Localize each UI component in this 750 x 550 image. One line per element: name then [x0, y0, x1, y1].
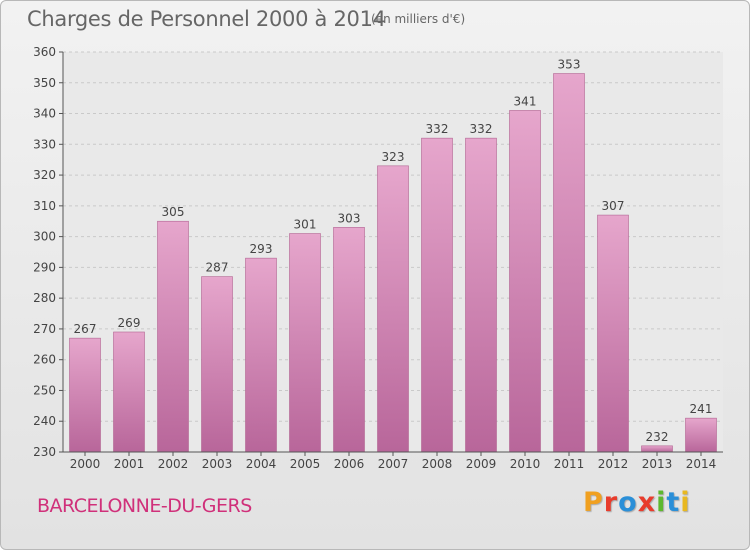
- bar-2013: [641, 445, 673, 453]
- bar-2004: [245, 257, 277, 453]
- x-tick-label: 2001: [114, 457, 145, 471]
- x-tick-label: 2002: [158, 457, 189, 471]
- y-tick-label: 240: [33, 414, 56, 428]
- data-label: 241: [690, 402, 713, 416]
- logo-letter: i: [680, 487, 691, 518]
- y-tick-label: 340: [33, 107, 56, 121]
- x-tick-label: 2006: [334, 457, 365, 471]
- y-tick-label: 230: [33, 445, 56, 459]
- x-tick-label: 2011: [554, 457, 585, 471]
- x-tick-label: 2010: [510, 457, 541, 471]
- data-label: 232: [646, 430, 669, 444]
- bar-2011: [553, 73, 585, 453]
- y-tick-label: 290: [33, 260, 56, 274]
- x-tick-label: 2000: [70, 457, 101, 471]
- logo-letter: i: [656, 487, 667, 518]
- x-tick-label: 2008: [422, 457, 453, 471]
- x-tick-label: 2013: [642, 457, 673, 471]
- bar-2003: [201, 276, 233, 453]
- data-label: 332: [426, 122, 449, 136]
- bar-2012: [597, 214, 629, 453]
- data-label: 293: [250, 242, 273, 256]
- bar-2008: [421, 137, 453, 453]
- location-name: BARCELONNE-DU-GERS: [37, 495, 252, 517]
- logo-letter: x: [637, 487, 657, 518]
- bar-2014: [685, 417, 717, 453]
- x-tick-label: 2012: [598, 457, 629, 471]
- y-tick-label: 320: [33, 168, 56, 182]
- data-label: 267: [74, 322, 97, 336]
- data-label: 269: [118, 316, 141, 330]
- data-label: 303: [338, 211, 361, 225]
- y-tick-label: 330: [33, 137, 56, 151]
- y-tick-label: 300: [33, 230, 56, 244]
- bar-2005: [289, 233, 321, 453]
- x-tick-label: 2004: [246, 457, 277, 471]
- x-tick-label: 2009: [466, 457, 497, 471]
- logo-letter: P: [583, 487, 604, 518]
- x-tick-label: 2005: [290, 457, 321, 471]
- y-tick-label: 270: [33, 322, 56, 336]
- x-axis-ticks: 2000 2001 2002 2003 2004 2005 2006 2007 2008 2009…: [70, 452, 717, 471]
- y-tick-label: 350: [33, 76, 56, 90]
- data-label: 341: [514, 94, 537, 108]
- bars: [69, 73, 717, 453]
- bar-2010: [509, 110, 541, 453]
- x-tick-label: 2014: [686, 457, 717, 471]
- data-label: 323: [382, 150, 405, 164]
- y-tick-label: 360: [33, 45, 56, 59]
- bar-2006: [333, 227, 365, 453]
- logo-letter: o: [618, 487, 638, 518]
- chart-title: Charges de Personnel 2000 à 2014: [27, 7, 386, 31]
- proxiti-logo: Proxiti: [583, 487, 691, 518]
- data-label: 301: [294, 218, 317, 232]
- bar-2002: [157, 220, 189, 453]
- axes: [62, 52, 723, 453]
- y-tick-label: 280: [33, 291, 56, 305]
- bar-2000: [69, 337, 101, 453]
- data-label: 332: [470, 122, 493, 136]
- data-label: 305: [162, 205, 185, 219]
- y-tick-label: 310: [33, 199, 56, 213]
- x-tick-label: 2007: [378, 457, 409, 471]
- y-tick-label: 250: [33, 383, 56, 397]
- bar-2001: [113, 331, 145, 453]
- bar-2007: [377, 165, 409, 453]
- bar-2009: [465, 137, 497, 453]
- data-label: 287: [206, 261, 229, 275]
- chart-subtitle: (en milliers d'€): [371, 12, 466, 26]
- logo-letter: t: [666, 487, 681, 518]
- x-tick-label: 2003: [202, 457, 233, 471]
- data-label: 353: [558, 58, 581, 72]
- data-label: 307: [602, 199, 625, 213]
- y-tick-label: 260: [33, 353, 56, 367]
- y-axis-ticks: 230 240 250 260 270 280 290 300 310 320 330 340 350 3…: [33, 45, 63, 459]
- data-labels: 267 269 305 287 293 301 303 323 332 332 341 353 307 2…: [74, 58, 713, 444]
- logo-letter: r: [603, 487, 619, 518]
